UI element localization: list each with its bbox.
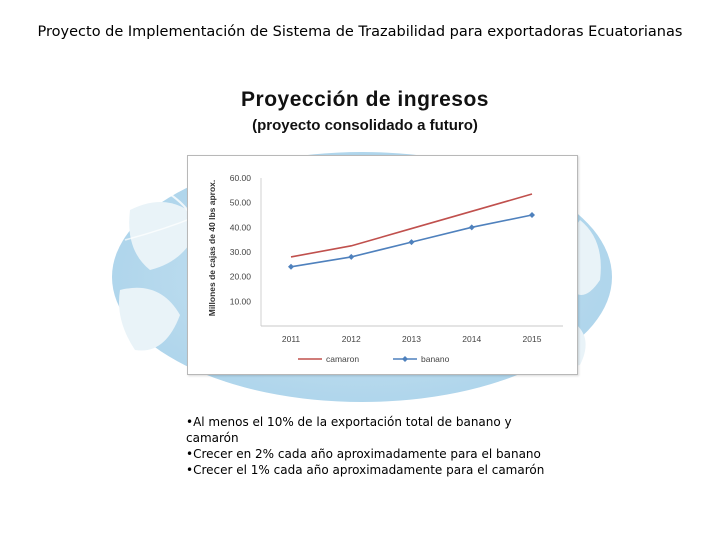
data-point-banano <box>348 253 355 260</box>
data-point-banano <box>288 263 294 270</box>
y-tick-label: 40.00 <box>230 222 252 232</box>
x-tick-label: 2011 <box>282 334 301 344</box>
y-tick-label: 20.00 <box>230 272 252 282</box>
legend-label-banano: banano <box>421 354 450 364</box>
y-tick-label: 30.00 <box>230 247 252 257</box>
y-tick-label: 50.00 <box>230 198 252 208</box>
chart-frame: Millones de cajas de 40 lbs aprox. 10.00… <box>187 155 578 375</box>
slide-subtitle: (proyecto consolidado a futuro) <box>252 117 478 134</box>
data-point-banano <box>408 239 415 246</box>
header-title: Proyecto de Implementación de Sistema de… <box>37 24 683 40</box>
slide-title: Proyección de ingresos <box>241 88 489 111</box>
series-line-camaron <box>290 193 533 258</box>
x-tick-label: 2015 <box>523 334 542 344</box>
x-tick-label: 2014 <box>462 334 481 344</box>
line-chart: Millones de cajas de 40 lbs aprox. 10.00… <box>207 173 563 364</box>
y-tick-label: 60.00 <box>230 173 252 183</box>
bullet-item: •Crecer en 2% cada año aproximadamente p… <box>186 447 541 461</box>
x-tick-label: 2013 <box>402 334 421 344</box>
data-point-banano <box>529 212 535 218</box>
bullet-list: •Al menos el 10% de la exportación total… <box>186 414 546 478</box>
data-point-banano <box>468 224 475 231</box>
y-tick-label: 10.00 <box>230 296 252 306</box>
legend-marker-banano <box>402 356 408 362</box>
x-tick-label: 2012 <box>342 334 361 344</box>
legend-label-camaron: camaron <box>326 354 359 364</box>
y-axis-label: Millones de cajas de 40 lbs aprox. <box>207 180 217 317</box>
bullet-item: •Al menos el 10% de la exportación total… <box>186 415 512 445</box>
bullet-item: •Crecer el 1% cada año aproximadamente p… <box>186 463 545 477</box>
